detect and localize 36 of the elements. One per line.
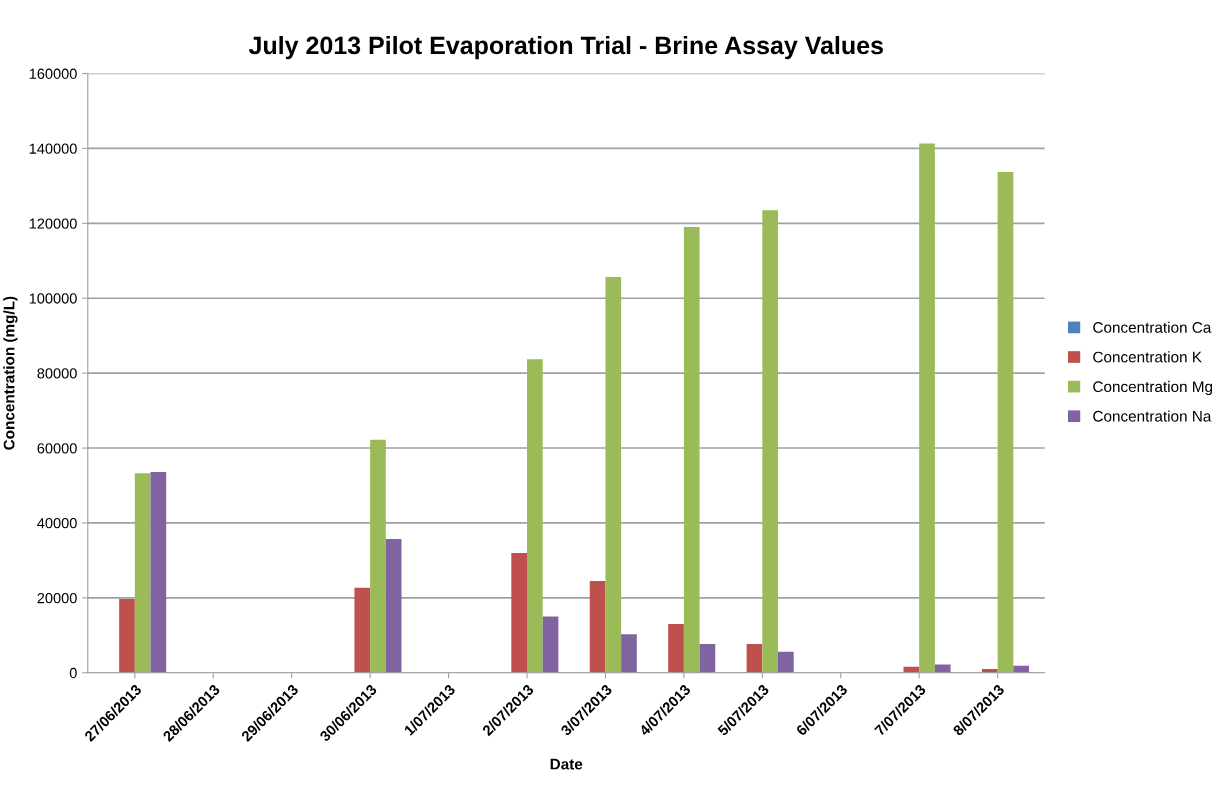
y-tick-label: 100000 xyxy=(29,293,77,304)
y-tick-label: 20000 xyxy=(37,592,77,604)
y-tick-label: 40000 xyxy=(37,518,77,529)
bar xyxy=(150,472,167,673)
bar xyxy=(778,651,794,673)
bar xyxy=(134,473,151,673)
y-tick-label: 160000 xyxy=(29,68,77,79)
bar xyxy=(621,634,637,673)
bar xyxy=(746,643,763,673)
y-tick-label: 120000 xyxy=(29,218,77,229)
legend-label: Concentration Mg xyxy=(1093,380,1213,396)
bar xyxy=(589,581,606,673)
chart-title: July 2013 Pilot Evaporation Trial - Brine Assay Values xyxy=(248,35,883,60)
bar xyxy=(919,143,935,673)
bar xyxy=(997,172,1014,673)
y-axis-title: Concentration (mg/L) xyxy=(3,296,18,450)
y-tick-label: 60000 xyxy=(37,443,77,454)
y-tick-label: 80000 xyxy=(37,368,77,379)
bar xyxy=(699,643,716,673)
x-axis-title: Date xyxy=(550,758,583,770)
bar xyxy=(668,624,684,673)
bar xyxy=(370,439,386,673)
legend-label: Concentration Na xyxy=(1093,410,1212,422)
bar xyxy=(605,276,622,673)
bar xyxy=(527,359,543,673)
bar xyxy=(385,539,402,673)
bar xyxy=(762,210,778,673)
bar xyxy=(354,587,371,673)
bar xyxy=(542,616,559,673)
bar xyxy=(683,227,700,673)
legend-label: Concentration K xyxy=(1093,351,1202,363)
y-tick-label: 0 xyxy=(69,667,77,679)
legend-label: Concentration Ca xyxy=(1093,321,1212,333)
bar xyxy=(511,552,528,673)
y-tick-label: 140000 xyxy=(29,143,77,154)
bar xyxy=(119,598,135,673)
